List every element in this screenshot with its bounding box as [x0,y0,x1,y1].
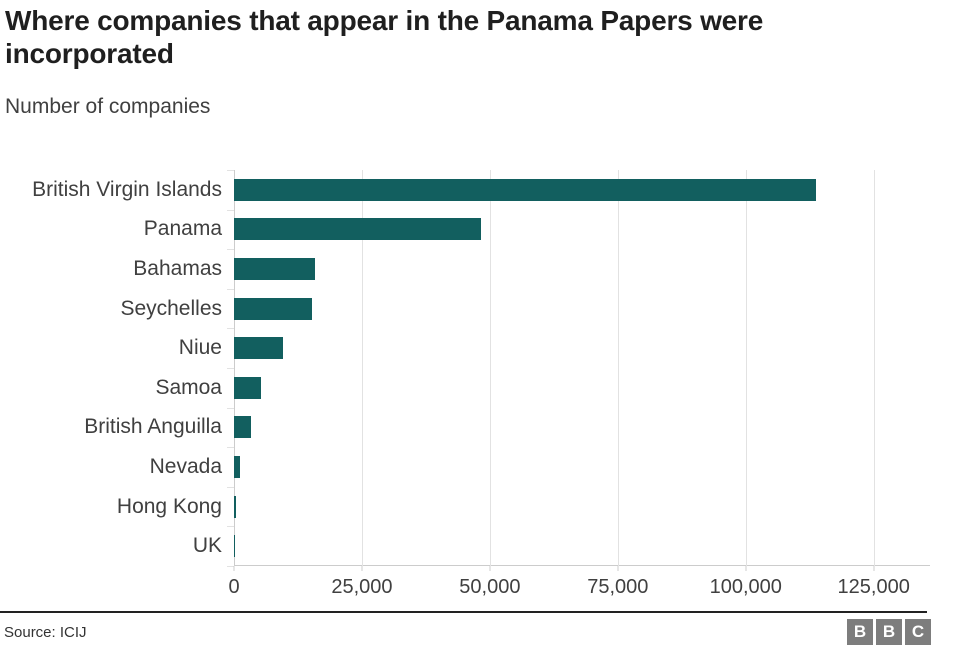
y-axis-tick [227,328,234,330]
chart-subtitle: Number of companies [5,95,211,119]
bar-track [234,456,930,479]
chart-row: Seychelles [0,289,930,329]
gridline [234,170,235,567]
chart-row: Nevada [0,447,930,487]
bbc-logo-letter: C [905,619,931,645]
category-label: Nevada [149,455,222,479]
x-axis-tick-label: 125,000 [837,576,910,599]
gridlines-layer [234,170,930,567]
bar-track [234,297,930,320]
y-axis-tick [227,566,234,568]
x-axis-tick [873,566,875,572]
y-axis-tick [227,526,234,528]
bar-niue [234,337,284,360]
category-label: Seychelles [120,296,222,320]
bar-track [234,218,930,241]
bar-samoa [234,376,262,399]
bar-track [234,495,930,518]
category-label: British Anguilla [84,415,222,439]
bbc-logo-letter: B [876,619,902,645]
bar-track [234,258,930,281]
category-label: Hong Kong [116,494,222,518]
source-label: Source: ICIJ [4,623,87,641]
bar-bahamas [234,258,316,281]
bar-nevada [234,456,241,479]
y-axis-tick [227,209,234,211]
x-axis-tick [489,566,491,572]
bar-track [234,178,930,201]
bar-chart: British Virgin Islands Panama Bahamas Seych… [0,170,930,604]
category-label: UK [192,534,222,558]
y-axis-tick [227,368,234,370]
x-axis-tick-label: 25,000 [331,576,393,599]
chart-row: UK [0,526,930,566]
bar-british-anguilla [234,416,251,439]
chart-row: British Anguilla [0,408,930,448]
gridline [617,170,619,567]
chart-title: Where companies that appear in the Panam… [5,5,764,70]
y-axis-tick [227,447,234,449]
x-axis-tick [745,566,747,572]
chart-row: Panama [0,210,930,250]
category-label: British Virgin Islands [32,177,222,201]
chart-row: British Virgin Islands [0,170,930,210]
gridline [745,170,747,567]
bar-track [234,376,930,399]
gridline [361,170,363,567]
y-axis-tick [227,486,234,488]
x-axis-tick [233,566,235,572]
gridline [873,170,875,567]
bar-track [234,535,930,558]
chart-row: Samoa [0,368,930,408]
y-axis-tick [227,407,234,409]
y-axis-tick [227,170,234,172]
footer-divider [0,611,927,613]
category-label: Bahamas [133,257,222,281]
bar-uk [234,535,235,558]
chart-row: Hong Kong [0,487,930,527]
y-axis-tick [227,249,234,251]
x-axis-tick-label: 0 [228,576,240,599]
gridline [489,170,491,567]
x-axis-tick-label: 50,000 [459,576,521,599]
bar-seychelles [234,297,312,320]
chart-row: Bahamas [0,249,930,289]
chart-row: Niue [0,328,930,368]
x-axis-tick [617,566,619,572]
bar-hong-kong [234,495,237,518]
category-label: Niue [178,336,222,360]
category-label: Samoa [155,375,222,399]
bar-track [234,337,930,360]
plot-rows: British Virgin Islands Panama Bahamas Seych… [0,170,930,568]
x-axis-tick [361,566,363,572]
x-axis-tick-label: 75,000 [587,576,649,599]
x-axis-tick-label: 100,000 [709,576,782,599]
bbc-logo-letter: B [847,619,873,645]
category-label: Panama [143,217,222,241]
bar-panama [234,218,482,241]
bar-british-virgin-islands [234,178,816,201]
x-axis: 0 25,000 50,000 75,000 100,000 125,000 [228,566,930,604]
y-axis-tick [227,288,234,290]
bar-track [234,416,930,439]
